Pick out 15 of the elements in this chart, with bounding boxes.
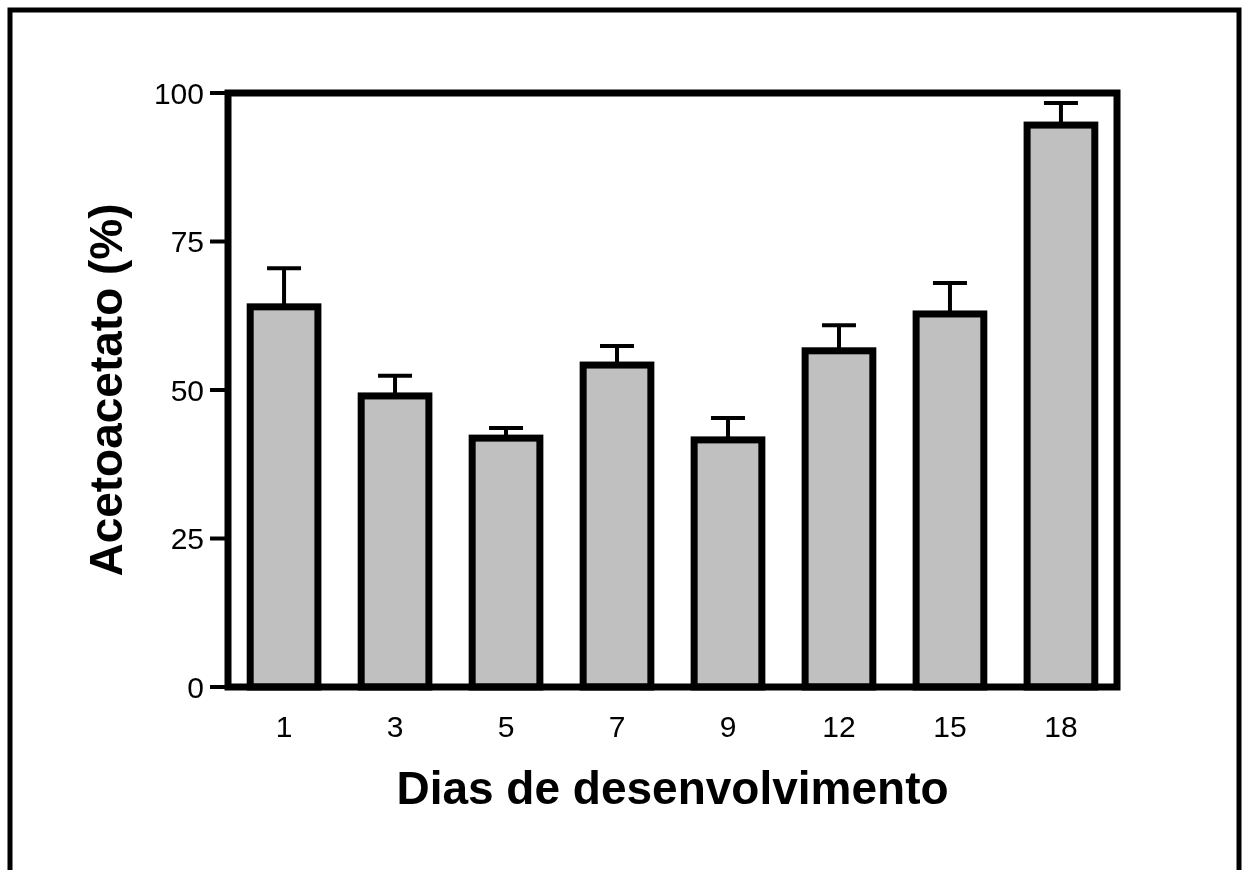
y-tick-label: 50 [170,373,204,407]
x-tick-label: 7 [608,710,626,743]
x-tick-label: 9 [719,710,737,743]
x-axis-title: Dias de desenvolvimento [396,762,949,814]
x-tick-label: 1 [275,710,293,743]
x-tick-label: 5 [497,710,515,743]
y-tick-label: 0 [187,670,204,704]
y-axis-title: Acetoacetato (%) [80,203,132,577]
y-tick-label: 75 [170,225,204,258]
x-tick-label: 18 [1044,710,1078,743]
x-tick-label: 15 [933,710,967,743]
x-tick-label: 3 [386,710,404,743]
y-tick-label: 100 [153,76,204,110]
x-tick-label: 12 [822,710,856,743]
y-tick-label: 25 [170,522,204,555]
